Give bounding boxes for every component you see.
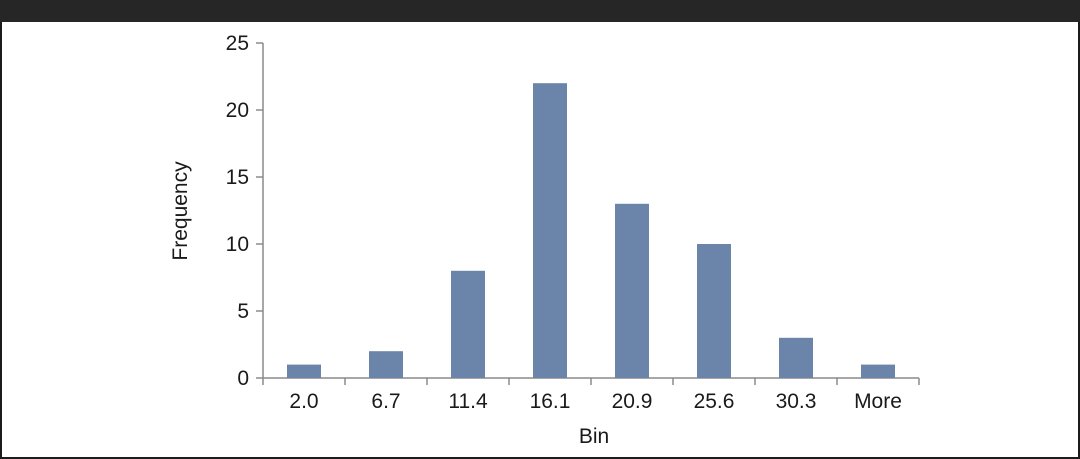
bar-11-4 xyxy=(451,270,485,378)
x-tick-label: 20.9 xyxy=(612,390,653,413)
x-tick-label: 16.1 xyxy=(530,390,571,413)
y-tick-label: 10 xyxy=(226,233,249,256)
bar-30-3 xyxy=(779,337,813,378)
bar-25-6 xyxy=(697,244,731,378)
x-tick-label: More xyxy=(854,390,902,413)
x-axis-title: Bin xyxy=(579,425,609,448)
x-axis: 2.0 6.7 11.4 16.1 20.9 25.6 30.3 More xyxy=(262,377,920,413)
bar-16-1 xyxy=(533,83,567,378)
x-tick-label: 30.3 xyxy=(776,390,817,413)
bar-more xyxy=(861,364,895,378)
bar-6-7 xyxy=(369,351,403,378)
x-tick-label: 2.0 xyxy=(289,390,318,413)
x-tick-label: 25.6 xyxy=(694,390,735,413)
y-tick-label: 0 xyxy=(237,367,249,390)
y-tick-label: 20 xyxy=(226,99,249,122)
y-tick-label: 15 xyxy=(226,166,249,189)
bars xyxy=(287,83,895,378)
y-tick-label: 25 xyxy=(226,32,249,55)
y-axis: 0 5 10 15 20 25 xyxy=(226,32,264,390)
bar-2-0 xyxy=(287,364,321,378)
top-bar xyxy=(0,0,1080,22)
bar-20-9 xyxy=(615,203,649,378)
x-tick-label: 6.7 xyxy=(371,390,400,413)
y-tick-label: 5 xyxy=(237,300,249,323)
x-tick-label: 11.4 xyxy=(448,390,488,413)
y-axis-title: Frequency xyxy=(169,161,192,261)
